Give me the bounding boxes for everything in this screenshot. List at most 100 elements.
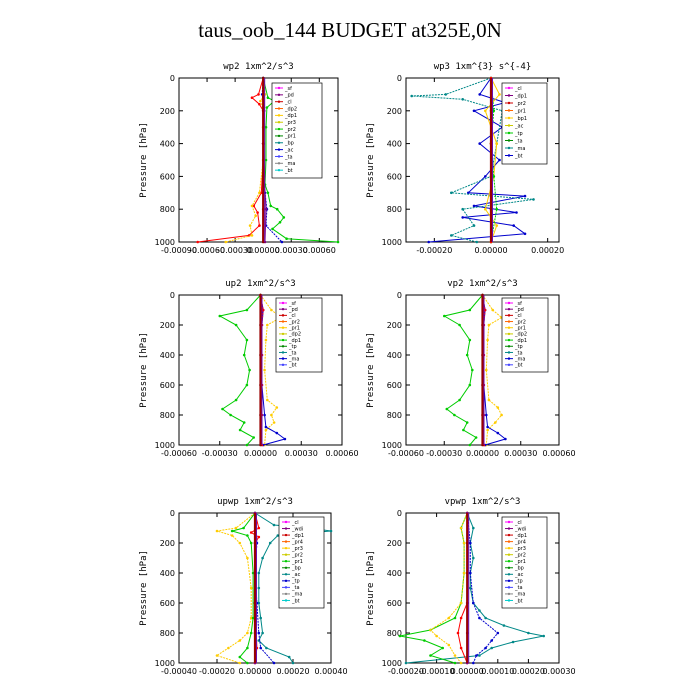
series-line [399,512,468,664]
legend-entry: _ma [291,592,302,598]
legend-entry: _tp [514,579,523,585]
legend-entry: _pr1 [284,134,296,140]
x-tick-label: -0.00010 [419,667,455,676]
legend-entry: _ac [291,572,301,578]
data-point [484,646,487,650]
data-point [242,526,245,530]
legend-entry: _pr3 [284,120,296,126]
legend-marker [284,546,288,550]
data-point [271,227,274,231]
y-tick-label: 600 [387,172,402,181]
data-point [242,421,246,424]
legend-marker [507,599,511,602]
legend-marker [284,560,288,563]
series-line [428,77,527,243]
x-tick-label: -0.00020 [416,246,452,255]
data-point [224,240,228,244]
y-tick-label: 600 [160,172,175,181]
data-point [249,531,253,534]
legend-marker [507,579,511,583]
data-point [459,616,463,620]
y-tick-label: 200 [387,539,402,548]
plot-frame [405,77,560,243]
legend-entry: _ta [514,350,523,356]
data-point [492,109,496,113]
legend-marker [281,326,285,329]
data-point [495,224,499,227]
y-tick-label: 1000 [382,441,402,450]
data-point [459,646,463,650]
data-point [472,109,476,113]
legend-marker [507,338,511,342]
data-point [484,109,487,113]
data-point [229,413,232,417]
x-tick-label: 0.00010 [481,667,514,676]
legend-entry: _dp2 [288,332,301,338]
data-point [486,338,489,342]
data-point [404,661,408,665]
legend-entry: _pr2 [514,319,526,325]
data-point [280,240,284,244]
y-tick-label: 800 [160,629,175,638]
data-point [264,158,268,162]
legend-marker [277,127,281,131]
x-tick-label: 0.00000 [451,667,484,676]
x-tick-label: 0.00000 [466,449,499,458]
x-tick-label: -0.00030 [426,449,462,458]
data-point [459,601,463,605]
legend-entry: _pr1 [291,559,303,565]
y-tick-label: 400 [160,351,175,360]
series-line [482,294,503,446]
data-point [515,211,518,214]
data-point [429,628,432,632]
legend-marker [507,540,511,543]
data-point [261,631,264,635]
data-point [263,368,266,372]
legend-entry: _pr2 [284,127,296,133]
series-line [429,512,468,664]
chart-panel-6: vpwp 1xm^2/s^3 Pressure [hPa] 0 200 400 600 80… [366,497,576,676]
y-tick-label: 400 [387,569,402,578]
legend-entry: _wdi [291,526,303,532]
legend-entry: _bt [514,153,523,159]
data-point [248,224,252,227]
data-point [258,224,261,227]
legend-marker [507,527,511,530]
data-point [246,631,249,635]
legend-entry: _dp1 [291,533,304,539]
x-tick-label: -0.00060 [161,449,197,458]
legend-entry: _pr3 [514,546,526,552]
y-tick-label: 800 [387,411,402,420]
data-point [478,142,482,145]
x-tick-label: 0.00020 [512,667,545,676]
data-point [467,191,470,195]
legend-entry: _cl [514,313,522,319]
data-point [272,661,276,665]
legend-marker [284,566,288,569]
legend-entry: _dp1 [514,338,527,344]
data-point [245,443,249,447]
series-line [466,512,499,664]
legend-marker [281,314,285,317]
data-point [487,323,491,327]
legend-entry: _dp1 [514,93,527,99]
data-point [266,191,270,195]
legend-marker [281,307,285,311]
x-tick-label: 0.00030 [542,667,575,676]
legend-marker [507,332,511,336]
x-tick-label: 0.00000 [238,667,271,676]
legend-entry: _sf [514,301,522,307]
data-point [266,96,270,99]
data-point [487,398,491,402]
panel-title: wp3 1xm^{3} s^{-4} [434,62,532,72]
y-tick-label: 800 [160,411,175,420]
legend-entry: _pr2 [291,552,303,558]
panel-title: wp2 1xm^2/s^3 [223,62,293,72]
data-point [492,175,496,178]
data-point [242,353,246,357]
x-tick-label: 0.00030 [504,449,537,458]
data-point [498,93,501,96]
legend-marker [507,326,511,329]
data-point [441,646,445,650]
data-point [265,106,269,109]
